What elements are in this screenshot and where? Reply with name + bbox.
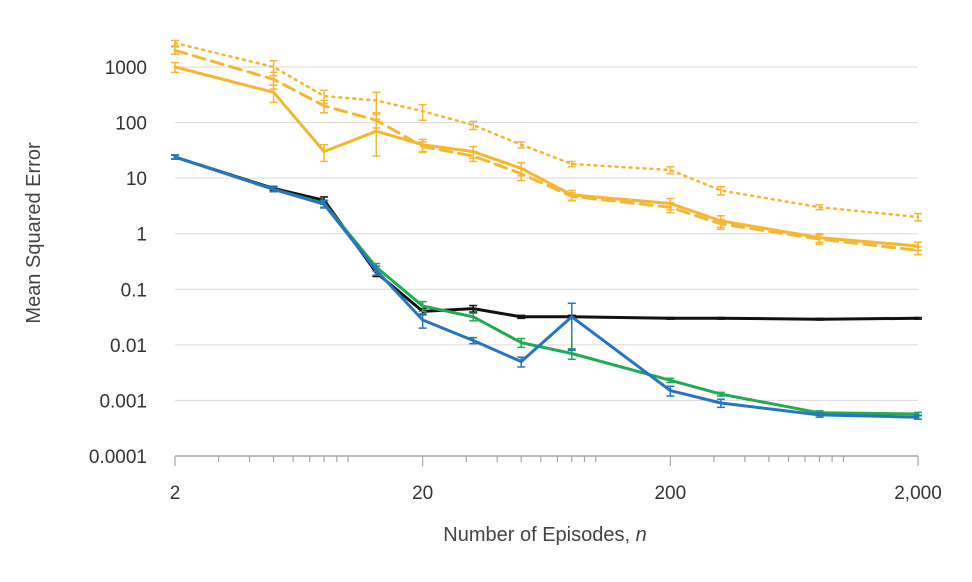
error-bar xyxy=(469,304,478,313)
error-bar xyxy=(171,39,179,47)
y-tick-label: 1 xyxy=(136,225,147,246)
x-tick-label: 200 xyxy=(654,483,686,504)
x-axis-title-variable: n xyxy=(636,524,647,546)
error-bar xyxy=(716,316,725,320)
x-tick-labels: 2 20 200 2,000 xyxy=(170,483,942,504)
series-line xyxy=(173,41,920,219)
error-bar xyxy=(567,302,576,351)
error-bar xyxy=(517,356,526,368)
error-bar xyxy=(517,314,526,320)
error-bar xyxy=(469,312,478,322)
error-bar xyxy=(666,166,675,175)
x-tick-label: 20 xyxy=(412,483,433,504)
x-axis-title-text: Number of Episodes, xyxy=(443,524,635,546)
error-bar xyxy=(372,118,381,157)
error-bar xyxy=(171,61,179,74)
error-bar xyxy=(716,215,725,229)
error-bar xyxy=(815,412,824,418)
error-bar xyxy=(418,300,427,313)
error-bar xyxy=(372,91,381,114)
error-bar xyxy=(666,197,675,211)
error-bar xyxy=(567,160,576,168)
error-bar xyxy=(320,200,329,209)
error-bar xyxy=(517,337,526,349)
error-bar xyxy=(914,212,922,222)
series-layer xyxy=(171,39,922,420)
y-tick-label: 0.0001 xyxy=(89,447,147,468)
series-5 xyxy=(171,154,922,420)
y-tick-label: 0.001 xyxy=(99,391,147,412)
x-axis-title: Number of Episodes, n xyxy=(443,524,646,546)
x-tick-label: 2 xyxy=(170,483,181,504)
y-tick-label: 100 xyxy=(115,114,147,135)
series-0 xyxy=(171,39,922,222)
error-bar xyxy=(320,99,329,114)
series-line xyxy=(173,155,920,321)
error-bar xyxy=(914,316,922,320)
error-bar xyxy=(815,232,824,244)
y-tick-label: 10 xyxy=(126,169,147,190)
error-bar xyxy=(666,377,675,384)
series-line xyxy=(173,48,920,252)
series-4 xyxy=(171,154,922,417)
x-tick-label: 2,000 xyxy=(894,483,942,504)
error-bar xyxy=(171,46,179,55)
error-bar xyxy=(469,120,478,131)
error-bar xyxy=(469,336,478,345)
error-bar xyxy=(269,186,278,193)
error-bar xyxy=(320,143,329,163)
y-tick-label: 0.01 xyxy=(110,336,147,357)
error-bar xyxy=(469,145,478,159)
error-bar xyxy=(716,391,725,397)
series-line xyxy=(173,65,920,248)
error-bar xyxy=(372,265,381,276)
error-bar xyxy=(418,103,427,122)
error-bar xyxy=(517,161,526,177)
error-bar xyxy=(666,385,675,397)
error-bar xyxy=(517,141,526,149)
error-bar xyxy=(269,84,278,104)
error-bar xyxy=(815,204,824,211)
axes xyxy=(174,455,919,466)
series-line xyxy=(173,155,920,419)
y-tick-label: 1000 xyxy=(105,58,147,79)
error-bar xyxy=(418,138,427,153)
y-tick-labels: 0.0001 0.001 0.01 0.1 1 10 100 1000 xyxy=(89,58,147,468)
error-bar xyxy=(666,316,675,320)
error-bar xyxy=(815,317,824,321)
series-line xyxy=(173,155,920,416)
series-1 xyxy=(171,46,922,256)
error-bar xyxy=(914,241,922,252)
error-bar xyxy=(418,313,427,329)
error-bar xyxy=(914,414,922,420)
gridlines xyxy=(175,66,918,401)
error-bar xyxy=(716,398,725,409)
error-bar xyxy=(567,189,576,202)
error-bar xyxy=(716,186,725,196)
y-tick-label: 0.1 xyxy=(121,280,147,301)
series-2 xyxy=(171,61,922,252)
error-bar xyxy=(171,154,179,160)
y-axis-title: Mean Squared Error xyxy=(23,142,45,324)
